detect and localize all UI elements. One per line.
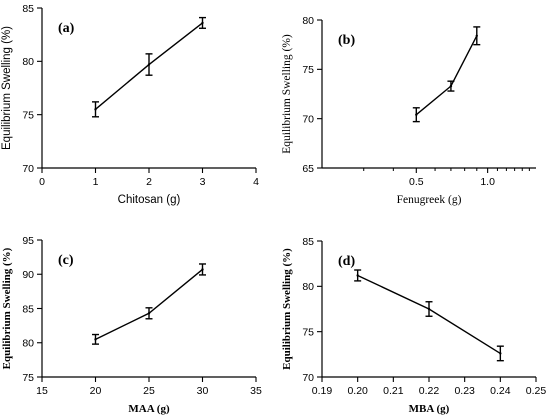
panel-0-x-tick-label: 1: [93, 176, 99, 188]
panel-3-x-tick-label: 0.19: [312, 385, 333, 397]
panel-1-panel-label: (b): [338, 33, 355, 48]
panel-3-y-tick-label: 80: [302, 281, 314, 293]
panel-3-y-tick-label: 75: [302, 326, 314, 338]
panel-3-y-tick-label: 85: [302, 236, 314, 248]
panel-0-y-tick-label: 75: [22, 109, 34, 121]
panel-1-y-tick-label: 80: [302, 15, 314, 27]
panel-3-y-tick-label: 70: [302, 372, 314, 384]
panel-2-x-tick-label: 30: [197, 385, 209, 397]
panel-3-x-tick-label: 0.21: [383, 385, 404, 397]
panel-0-data-point: [201, 21, 204, 25]
panel-0-y-tick-label: 70: [22, 163, 34, 175]
panel-2-y-tick-label: 80: [22, 338, 34, 350]
panel-3-x-tick-label: 0.20: [347, 385, 368, 397]
panel-0-x-tick-label: 0: [39, 176, 45, 188]
panel-3-x-tick-label: 0.22: [419, 385, 440, 397]
panel-0-x-tick-label: 4: [253, 176, 259, 188]
chart-panel-3: 70 75 80 85 0.19 0.20 0.21 0.22 0.23 0.24 0.25 MBA …: [281, 236, 546, 415]
panel-2-panel-label: (c): [58, 253, 74, 268]
panel-0-x-tick-label: 3: [200, 176, 206, 188]
panel-3-panel-label: (d): [338, 254, 355, 269]
panel-2-x-tick-label: 35: [250, 385, 262, 397]
panel-0-x-tick-label: 2: [146, 176, 152, 188]
panel-2-data-point: [201, 268, 204, 271]
panel-1-x-tick-label: 0.5: [409, 176, 424, 188]
panel-0-y-axis-label: Equilibrium Swelling (%): [1, 26, 13, 150]
panel-2-y-tick-label: 90: [22, 269, 34, 281]
panel-1-x-axis-label: Fenugreek (g): [397, 194, 462, 206]
panel-3-data-point: [499, 352, 502, 355]
panel-2-y-tick-label: 75: [22, 372, 34, 384]
panel-3-y-axis-label: Equilibrium Swelling (%): [281, 248, 293, 370]
panel-3-data-point: [356, 274, 359, 277]
panel-1-y-tick-label: 65: [302, 163, 314, 175]
panel-1-data-point: [475, 34, 478, 37]
panel-1-x-tick-label: 1.0: [480, 176, 495, 188]
panel-3-data-point: [427, 307, 431, 311]
panel-3-x-tick-label: 0.23: [454, 385, 475, 397]
panel-1-data-point: [449, 84, 453, 88]
panel-2-y-axis-label: Equilibrium Swelling (%): [1, 247, 13, 369]
panel-2-series-line: [95, 268, 203, 340]
panel-1-data-point: [415, 113, 418, 116]
panel-0-data-point: [94, 108, 97, 111]
panel-2-x-tick-label: 15: [36, 385, 48, 397]
panel-2-data-point: [94, 338, 97, 341]
panel-0-panel-label: (a): [58, 21, 75, 36]
panel-3-x-tick-label: 0.24: [490, 385, 511, 397]
panel-3-x-tick-label: 0.25: [526, 385, 547, 397]
panel-3-x-axis-label: MBA (g): [409, 403, 450, 415]
panel-2-x-tick-label: 20: [90, 385, 102, 397]
panel-0-y-tick-label: 85: [22, 3, 34, 15]
panel-2-data-point: [147, 312, 151, 315]
panel-2-y-tick-label: 95: [22, 235, 34, 247]
panel-2-x-axis-label: MAA (g): [128, 403, 170, 415]
panel-2-x-tick-label: 25: [143, 385, 155, 397]
panel-0-data-point: [147, 63, 151, 66]
panel-0-x-axis-label: Chitosan (g): [118, 194, 181, 206]
panel-2-y-tick-label: 85: [22, 303, 34, 315]
chart-panel-1: 65 70 75 80 0.5 1.0 Fenugreek (g) Equilibrium S…: [281, 15, 536, 206]
chart-panel-2: 75 80 85 90 95 15 20 25 30 35 MAA (g) Equilibrium S…: [1, 235, 262, 415]
panel-1-y-tick-label: 70: [302, 113, 314, 125]
panel-0-y-tick-label: 80: [22, 56, 34, 68]
panel-1-series-line: [415, 35, 478, 116]
panel-1-y-tick-label: 75: [302, 64, 314, 76]
chart-panel-0: 70 75 80 85 0 1 2 3 4 Chitosan (g) Equilibrium Swe…: [1, 3, 259, 206]
panel-1-y-axis-label: Equilibrium Swelling (%): [281, 34, 293, 154]
